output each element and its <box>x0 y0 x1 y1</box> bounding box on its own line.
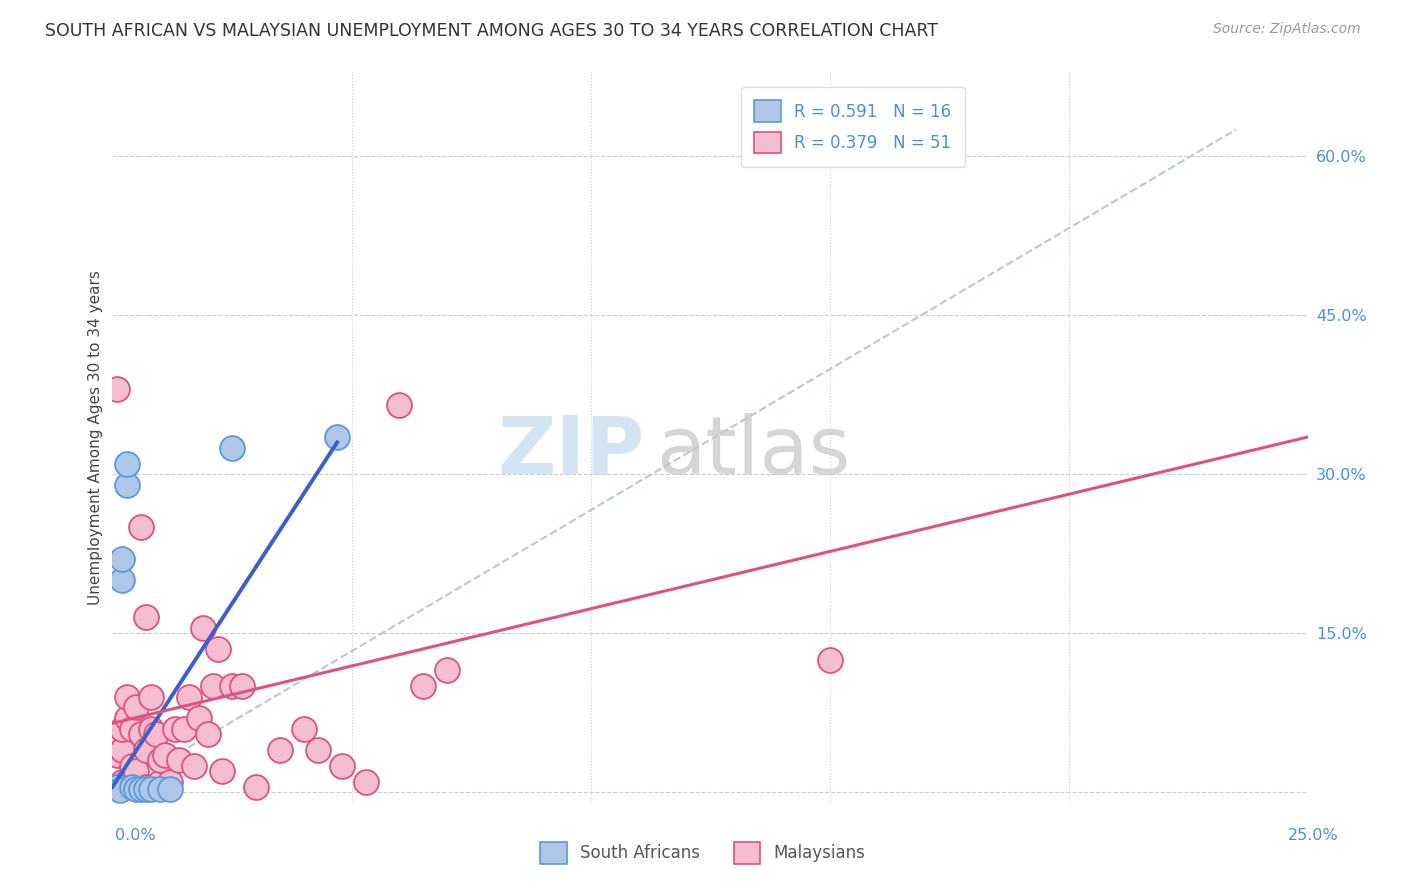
Point <box>125 764 148 778</box>
Point <box>129 727 152 741</box>
Point <box>111 743 134 757</box>
Point <box>108 783 131 797</box>
Point <box>221 441 243 455</box>
Point <box>135 610 157 624</box>
Point <box>197 727 219 741</box>
Point <box>149 753 172 767</box>
Point <box>111 774 134 789</box>
Point <box>135 743 157 757</box>
Point <box>115 457 138 471</box>
Point <box>818 653 841 667</box>
Point <box>207 642 229 657</box>
Text: 0.0%: 0.0% <box>115 828 156 843</box>
Point <box>111 722 134 736</box>
Point <box>115 774 138 789</box>
Point <box>149 782 172 797</box>
Point <box>135 782 157 797</box>
Point <box>104 780 127 794</box>
Point <box>436 663 458 677</box>
Point <box>292 722 315 736</box>
Point <box>139 722 162 736</box>
Point <box>211 764 233 778</box>
Point <box>125 780 148 794</box>
Point <box>111 573 134 587</box>
Point <box>269 743 291 757</box>
Point <box>330 758 353 772</box>
Point <box>105 780 128 794</box>
Text: 25.0%: 25.0% <box>1288 828 1339 843</box>
Point <box>245 780 267 794</box>
Point <box>105 748 128 763</box>
Point <box>139 782 162 797</box>
Text: atlas: atlas <box>657 413 851 491</box>
Point <box>145 727 167 741</box>
Point <box>307 743 329 757</box>
Point <box>121 722 143 736</box>
Point <box>135 780 157 794</box>
Legend: South Africans, Malaysians: South Africans, Malaysians <box>534 836 872 871</box>
Point <box>201 679 224 693</box>
Point <box>221 679 243 693</box>
Point <box>177 690 200 704</box>
Point <box>125 782 148 797</box>
Point <box>231 679 253 693</box>
Point <box>104 732 127 747</box>
Text: ZIP: ZIP <box>498 413 644 491</box>
Point <box>121 758 143 772</box>
Point <box>149 774 172 789</box>
Point <box>388 398 411 412</box>
Point <box>115 690 138 704</box>
Point <box>145 780 167 794</box>
Point <box>115 711 138 725</box>
Point <box>159 774 181 789</box>
Text: Source: ZipAtlas.com: Source: ZipAtlas.com <box>1213 22 1361 37</box>
Point <box>173 722 195 736</box>
Point <box>169 753 191 767</box>
Point <box>193 621 215 635</box>
Point <box>183 758 205 772</box>
Point <box>129 520 152 534</box>
Point <box>412 679 434 693</box>
Point <box>111 552 134 566</box>
Point <box>163 722 186 736</box>
Legend: R = 0.591   N = 16, R = 0.379   N = 51: R = 0.591 N = 16, R = 0.379 N = 51 <box>741 87 965 167</box>
Point <box>121 780 143 794</box>
Point <box>129 782 152 797</box>
Point <box>326 430 349 444</box>
Point <box>153 748 176 763</box>
Text: SOUTH AFRICAN VS MALAYSIAN UNEMPLOYMENT AMONG AGES 30 TO 34 YEARS CORRELATION CH: SOUTH AFRICAN VS MALAYSIAN UNEMPLOYMENT … <box>45 22 938 40</box>
Point <box>115 477 138 491</box>
Point <box>105 383 128 397</box>
Point <box>139 690 162 704</box>
Point <box>187 711 209 725</box>
Y-axis label: Unemployment Among Ages 30 to 34 years: Unemployment Among Ages 30 to 34 years <box>89 269 103 605</box>
Point <box>354 774 377 789</box>
Point <box>125 700 148 714</box>
Point <box>108 780 131 794</box>
Point <box>159 782 181 797</box>
